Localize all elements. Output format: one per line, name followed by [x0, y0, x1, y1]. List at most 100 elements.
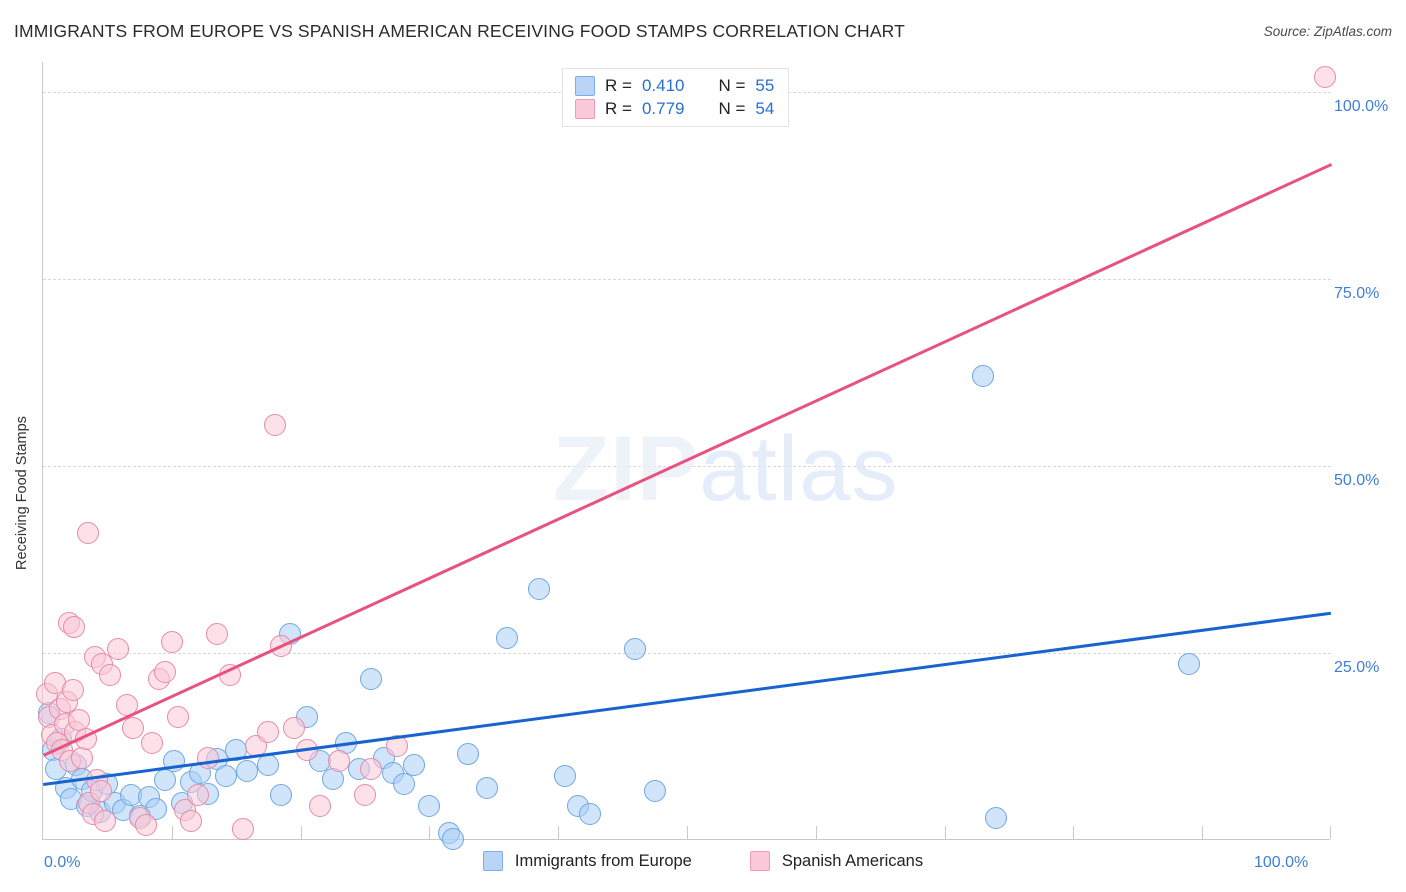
scatter-point-pink [196, 746, 219, 769]
watermark-text: ZIPatlas [553, 417, 898, 522]
scatter-point-blue [553, 765, 576, 788]
page-title: IMMIGRANTS FROM EUROPE VS SPANISH AMERIC… [14, 21, 905, 41]
scatter-point-blue [418, 795, 441, 818]
scatter-point-blue [441, 827, 464, 850]
r-label-pink: R = [605, 99, 632, 118]
legend-swatch-blue [482, 851, 503, 871]
scatter-point-blue [214, 765, 237, 788]
trendline-pink [43, 162, 1333, 757]
scatter-point-blue [270, 784, 293, 807]
x-tick [1202, 826, 1204, 839]
scatter-point-blue [985, 806, 1008, 829]
scatter-point-blue [495, 627, 518, 650]
correlation-stats-legend: R = 0.410 N = 55 R = 0.779 N = 54 [562, 68, 790, 127]
scatter-point-pink [283, 716, 306, 739]
n-label-blue: N = [718, 76, 746, 95]
r-value-pink: 0.779 [641, 99, 685, 118]
scatter-point-blue [402, 754, 425, 777]
x-tick [558, 826, 560, 839]
source-attribution: Source: ZipAtlas.com [1263, 24, 1392, 39]
scatter-point-blue [392, 772, 415, 795]
scatter-point-blue [624, 638, 647, 661]
scatter-point-pink [154, 660, 177, 683]
scatter-point-pink [106, 638, 129, 661]
watermark-zip: ZIP [553, 418, 700, 520]
scatter-point-pink [122, 716, 145, 739]
scatter-point-pink [186, 784, 209, 807]
x-tick [1073, 826, 1075, 839]
legend-swatch-pink [575, 99, 595, 119]
legend-label-immigrants-from-europe: Immigrants from Europe [514, 851, 692, 870]
scatter-point-blue [154, 769, 177, 792]
scatter-point-pink [180, 810, 203, 833]
stat-row: R = 0.410 N = 55 [575, 76, 774, 96]
x-tick [687, 826, 688, 839]
scatter-point-pink [61, 679, 84, 702]
scatter-point-pink [141, 731, 164, 754]
x-tick [944, 826, 946, 839]
scatter-point-pink [93, 810, 116, 833]
x-tick [429, 826, 431, 839]
scatter-point-pink [160, 630, 183, 653]
y-axis-label: Receiving Food Stamps [14, 416, 30, 570]
scatter-point-blue [527, 578, 550, 601]
scatter-point-pink [70, 746, 93, 769]
scatter-point-pink [308, 795, 331, 818]
scatter-point-pink [98, 664, 121, 687]
watermark-atlas: atlas [699, 418, 899, 520]
scatter-point-blue [457, 742, 480, 765]
y-tick-label: 100.0% [1334, 97, 1389, 115]
scatter-point-pink [74, 728, 97, 750]
scatter-point-blue [476, 776, 499, 799]
legend-swatch-pink [749, 851, 770, 871]
scatter-point-pink [77, 522, 100, 545]
x-tick-label: 0.0% [44, 854, 81, 871]
scatter-point-blue [163, 750, 186, 773]
scatter-point-pink [270, 634, 293, 657]
scatter-point-blue [643, 780, 666, 803]
y-tick-label: 25.0% [1334, 658, 1380, 676]
n-label-pink: N = [718, 99, 746, 118]
series-legend: Immigrants from Europe Spanish Americans [0, 851, 1406, 871]
gridline [43, 278, 1331, 280]
scatter-point-pink [167, 705, 190, 728]
scatter-point-blue [1178, 653, 1201, 676]
scatter-point-blue [257, 754, 280, 777]
scatter-point-pink [1313, 65, 1336, 88]
scatter-point-pink [135, 814, 158, 837]
legend-item-spanish-americans[interactable]: Spanish Americans [749, 851, 924, 871]
scatter-point-pink [62, 615, 85, 638]
x-tick-label: 100.0% [1254, 854, 1309, 871]
scatter-point-pink [257, 720, 280, 743]
n-value-pink: 54 [755, 99, 775, 118]
y-tick-label: 50.0% [1334, 471, 1380, 489]
scatter-point-pink [354, 784, 376, 807]
gridline [43, 465, 1331, 467]
r-value-blue: 0.410 [641, 76, 685, 95]
scatter-point-pink [231, 817, 254, 840]
scatter-point-pink [386, 735, 409, 758]
scatter-point-blue [579, 802, 602, 825]
scatter-point-pink [89, 780, 112, 803]
legend-label-spanish-americans: Spanish Americans [781, 851, 924, 870]
plot-area: ZIPatlas [35, 62, 1336, 850]
legend-item-immigrants-from-europe[interactable]: Immigrants from Europe [482, 851, 692, 871]
scatter-point-pink [328, 750, 351, 773]
r-label-blue: R = [605, 76, 632, 95]
scatter-point-pink [115, 694, 138, 717]
scatter-point-pink [205, 623, 228, 646]
x-tick [815, 826, 817, 839]
scatter-point-blue [972, 365, 995, 388]
scatter-point-pink [296, 739, 319, 762]
scatter-point-pink [360, 757, 383, 780]
n-value-blue: 55 [755, 76, 775, 95]
scatter-point-blue [235, 760, 258, 783]
legend-swatch-blue [575, 76, 595, 96]
watermark: ZIPatlas [43, 62, 1330, 839]
gridline [43, 652, 1331, 654]
scatter-point-blue [360, 668, 383, 691]
trendline-blue [43, 611, 1332, 787]
stat-row: R = 0.779 N = 54 [575, 99, 774, 119]
x-tick [171, 826, 173, 839]
x-tick [300, 826, 302, 839]
